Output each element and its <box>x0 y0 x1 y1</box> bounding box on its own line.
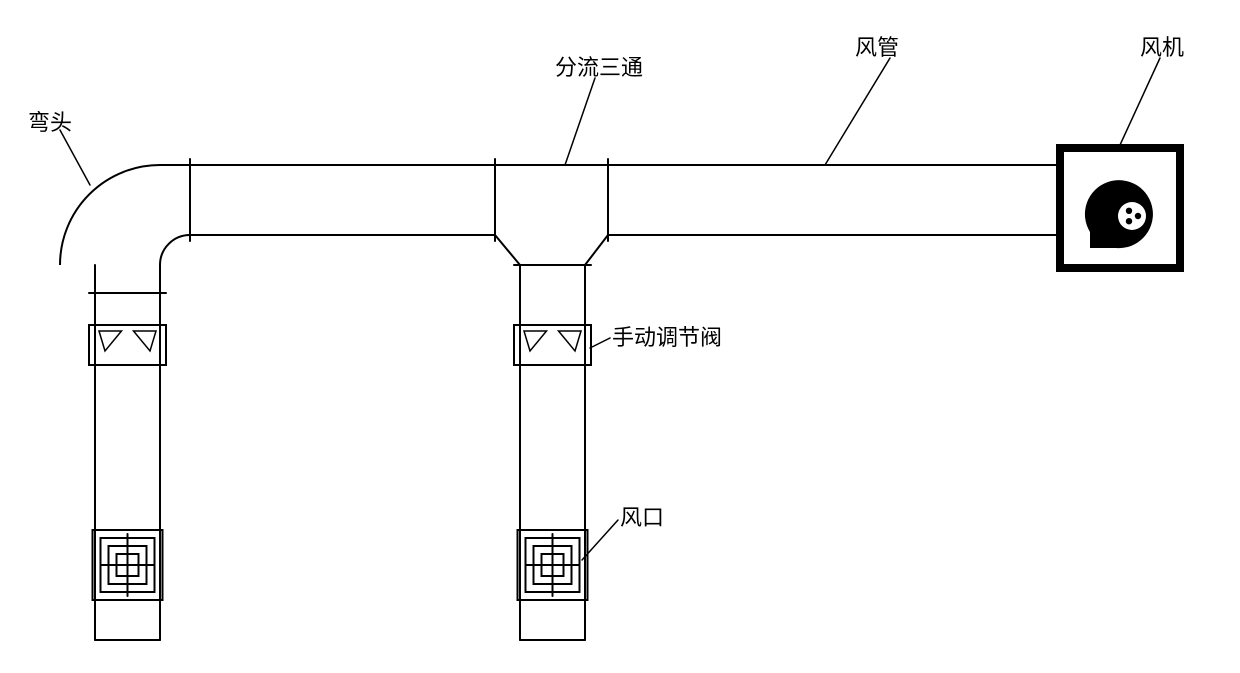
label-tee: 分流三通 <box>555 50 643 82</box>
label-outlet: 风口 <box>620 500 664 532</box>
label-elbow: 弯头 <box>28 105 72 137</box>
label-fan: 风机 <box>1140 30 1184 62</box>
label-duct: 风管 <box>855 30 899 62</box>
label-valve: 手动调节阀 <box>612 320 722 352</box>
